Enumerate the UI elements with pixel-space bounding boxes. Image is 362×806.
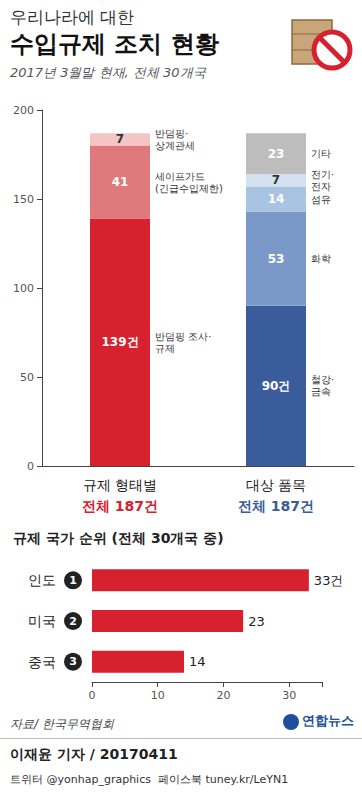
svg-text:7: 7 [272,173,280,187]
svg-text:50: 50 [20,371,34,384]
svg-text:미국: 미국 [28,613,56,629]
html-text:수입규제 조치 현황: 수입규제 조치 현황 [10,30,219,58]
svg-text:규제: 규제 [155,343,175,354]
svg-text:30: 30 [282,689,296,702]
svg-text:14: 14 [268,192,285,206]
html-text:2017년 3월말 현재, 전체 30개국: 2017년 3월말 현재, 전체 30개국 [10,65,206,80]
svg-text:2: 2 [69,615,77,628]
svg-text:(긴급수입제한): (긴급수입제한) [155,183,223,194]
svg-text:금속: 금속 [311,386,331,397]
svg-text:중국: 중국 [28,654,56,670]
svg-text:150: 150 [13,193,34,206]
svg-text:기타: 기타 [311,148,331,159]
svg-text:섬유: 섬유 [311,194,331,205]
svg-text:화학: 화학 [311,253,331,264]
svg-text:전체 187건: 전체 187건 [82,498,158,514]
svg-text:33건: 33건 [314,573,344,588]
svg-text:23: 23 [248,614,265,629]
html-text:트위터 @yonhap_graphics 페이스북 tune: 트위터 @yonhap_graphics 페이스북 tuney.kr/LeYN1 [10,773,289,786]
svg-text:전기·: 전기· [311,169,334,180]
svg-text:10: 10 [151,689,165,702]
svg-text:전체 187건: 전체 187건 [238,498,314,514]
svg-text:7: 7 [116,132,124,146]
svg-text:철강·: 철강· [311,374,334,385]
svg-text:0: 0 [89,689,96,702]
svg-text:200: 200 [13,104,34,117]
svg-text:53: 53 [268,252,285,266]
svg-text:23: 23 [268,147,285,161]
svg-text:전자: 전자 [311,181,331,192]
svg-text:규제 국가 순위 (전체 30개국 중): 규제 국가 순위 (전체 30개국 중) [13,530,224,546]
svg-text:41: 41 [112,175,129,189]
html-text:연합뉴스: 연합뉴스 [302,713,354,728]
svg-text:대상 품목: 대상 품목 [246,477,306,493]
svg-text:반덤핑·: 반덤핑· [155,128,188,139]
svg-text:인도: 인도 [28,572,56,588]
svg-text:100: 100 [13,282,34,295]
svg-text:14: 14 [189,654,206,669]
svg-text:1: 1 [69,574,77,587]
svg-text:0: 0 [27,460,34,473]
html-text:이재윤 기자 / 20170411: 이재윤 기자 / 20170411 [10,746,178,762]
html-text:우리나라에 대한: 우리나라에 대한 [10,7,135,27]
svg-text:반덤핑 조사·: 반덤핑 조사· [155,331,211,342]
html-text:자료/ 한국무역협회: 자료/ 한국무역협회 [10,717,114,731]
svg-text:3: 3 [69,655,77,668]
svg-text:세이프가드: 세이프가드 [155,171,205,182]
svg-text:20: 20 [216,689,230,702]
svg-text:상계관세: 상계관세 [155,140,195,151]
svg-text:규제 형태별: 규제 형태별 [83,477,157,493]
svg-text:139건: 139건 [101,335,138,349]
svg-text:90건: 90건 [262,379,291,393]
